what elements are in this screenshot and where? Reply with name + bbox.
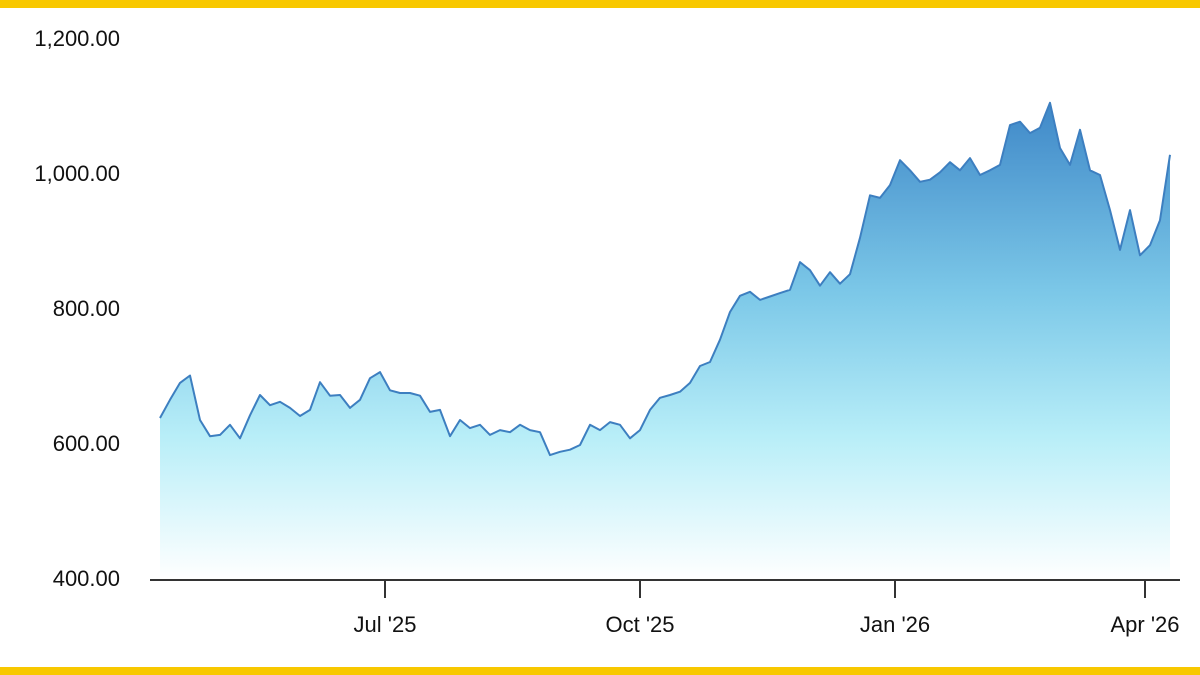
plot: 400.00 600.00 800.00 1,000.00 1,200.00 Jul '2…	[34, 26, 1180, 637]
bottom-bar	[0, 667, 1200, 675]
top-bar	[0, 0, 1200, 8]
y-tick-label: 800.00	[53, 296, 120, 321]
x-tick-label: Oct '25	[605, 612, 674, 637]
y-tick-label: 600.00	[53, 431, 120, 456]
x-tick-label: Apr '26	[1110, 612, 1179, 637]
x-tick-label: Jan '26	[860, 612, 930, 637]
y-tick-label: 1,200.00	[34, 26, 120, 51]
y-tick-label: 1,000.00	[34, 161, 120, 186]
x-tick-label: Jul '25	[354, 612, 417, 637]
y-tick-label: 400.00	[53, 566, 120, 591]
area-fill	[160, 102, 1170, 581]
area-line	[159, 101, 1171, 457]
